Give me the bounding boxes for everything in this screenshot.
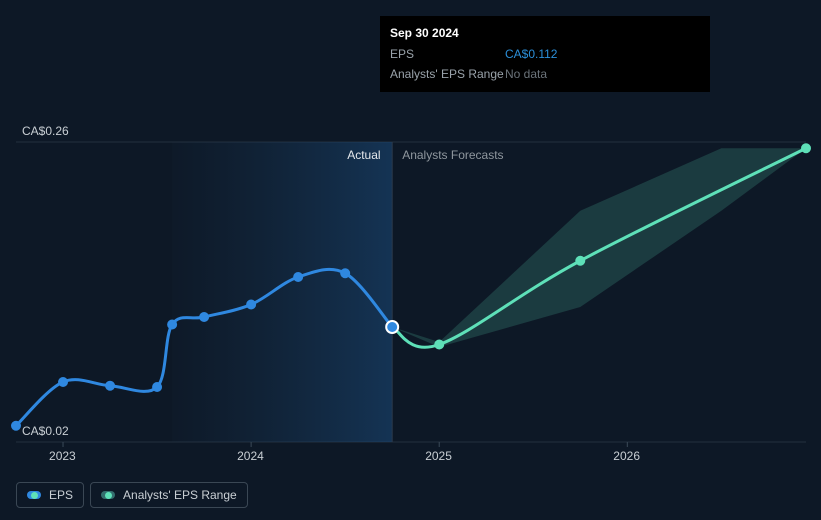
tooltip-date: Sep 30 2024: [390, 24, 700, 42]
x-axis-label-2024: 2024: [237, 449, 264, 463]
tooltip-row-eps: EPS CA$0.112: [390, 44, 700, 64]
x-axis-label-2026: 2026: [613, 449, 640, 463]
region-label-forecast: Analysts Forecasts: [402, 148, 503, 162]
region-label-actual: Actual: [347, 148, 380, 162]
y-axis-label-top: CA$0.26: [22, 124, 69, 138]
legend-item-analysts-range[interactable]: Analysts' EPS Range: [90, 482, 248, 508]
chart-legend: EPS Analysts' EPS Range: [16, 482, 248, 508]
x-axis-label-2025: 2025: [425, 449, 452, 463]
legend-dot-icon: [105, 492, 112, 499]
tooltip-row-range: Analysts' EPS Range No data: [390, 64, 700, 84]
legend-dot-icon: [31, 492, 38, 499]
legend-label-eps: EPS: [49, 488, 73, 502]
legend-label-range: Analysts' EPS Range: [123, 488, 237, 502]
legend-swatch-range: [101, 491, 115, 499]
tooltip-label-range: Analysts' EPS Range: [390, 64, 505, 84]
tooltip-label-eps: EPS: [390, 44, 505, 64]
chart-tooltip: Sep 30 2024 EPS CA$0.112 Analysts' EPS R…: [380, 16, 710, 92]
tooltip-value-eps: CA$0.112: [505, 44, 700, 64]
legend-swatch-eps: [27, 491, 41, 499]
tooltip-value-range: No data: [505, 64, 700, 84]
x-axis-label-2023: 2023: [49, 449, 76, 463]
legend-item-eps[interactable]: EPS: [16, 482, 84, 508]
eps-chart: CA$0.26 CA$0.02 2023 2024 2025 2026 Actu…: [0, 0, 821, 520]
y-axis-label-bottom: CA$0.02: [22, 424, 69, 438]
